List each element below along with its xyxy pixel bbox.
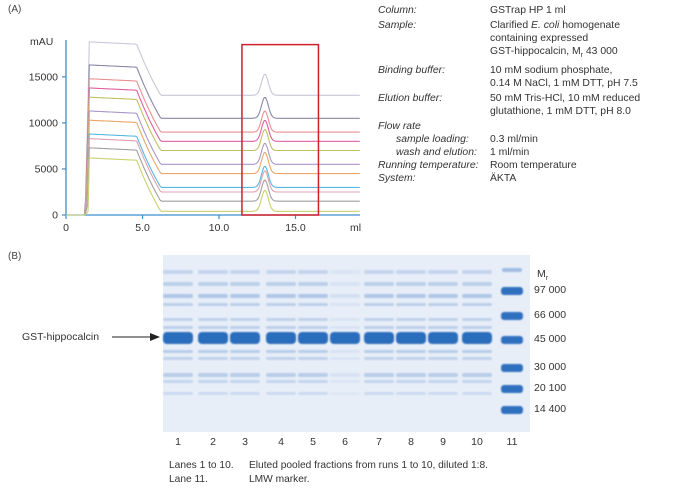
chromatogram-trace-11 bbox=[66, 41, 360, 216]
chromatogram-trace-9 bbox=[66, 78, 360, 216]
gel-lane-10 bbox=[462, 270, 492, 395]
caption-lanes-text: Eluted pooled fractions from runs 1 to 1… bbox=[249, 460, 488, 471]
gel-lane-5 bbox=[298, 270, 328, 395]
chromatogram-chart: 0 5000 10000 15000 0 5.0 10.0 15.0 mAU ml bbox=[29, 36, 361, 234]
x-tick-label: 10.0 bbox=[209, 222, 230, 234]
gel-lane-2 bbox=[198, 270, 228, 395]
figure-caption: Lanes 1 to 10. Eluted pooled fractions f… bbox=[169, 459, 488, 487]
caption-lane11-text: LMW marker. bbox=[249, 474, 310, 485]
gel-lane-6 bbox=[330, 270, 360, 395]
mw-marker-label: 14 400 bbox=[534, 403, 567, 415]
gst-hippocalcin-band bbox=[428, 332, 458, 344]
x-tick-label: 15.0 bbox=[285, 222, 306, 234]
lane-number: 10 bbox=[471, 436, 483, 448]
lane-number: 2 bbox=[210, 436, 216, 448]
mw-marker-label: 66 000 bbox=[534, 309, 567, 321]
lane-number: 6 bbox=[342, 436, 348, 448]
gel-lane-7 bbox=[364, 270, 394, 395]
lane-number: 5 bbox=[310, 436, 316, 448]
condition-sample: Sample: Clarified E. coli homogenate con… bbox=[378, 20, 620, 60]
gst-hippocalcin-band bbox=[396, 332, 426, 344]
run-conditions: Column: GSTrap HP 1 ml Sample: Clarified… bbox=[378, 4, 678, 185]
condition-flow-rate: Flow rate bbox=[378, 121, 421, 133]
gst-hippocalcin-band bbox=[266, 332, 296, 344]
y-axis-label: mAU bbox=[30, 36, 53, 48]
gst-hippocalcin-band bbox=[298, 332, 328, 344]
lane-number: 9 bbox=[440, 436, 446, 448]
chromatogram-trace-1 bbox=[66, 157, 360, 216]
chromatogram-trace-10 bbox=[66, 64, 360, 216]
lane-number: 4 bbox=[278, 436, 284, 448]
marker-band bbox=[501, 406, 523, 414]
gel-lane-9 bbox=[428, 270, 458, 395]
caption-lane11-label: Lane 11. bbox=[169, 474, 208, 485]
mw-marker-label: 45 000 bbox=[534, 333, 567, 345]
elution-highlight-box bbox=[241, 43, 320, 216]
gel-lane-1 bbox=[163, 270, 193, 395]
marker-band bbox=[501, 287, 523, 295]
chromatogram-trace-4 bbox=[66, 133, 360, 216]
lane-number: 11 bbox=[506, 436, 518, 448]
x-tick-label: 5.0 bbox=[135, 222, 150, 234]
condition-wash-elution: wash and elution: 1 ml/min bbox=[396, 147, 530, 159]
y-tick-label: 0 bbox=[52, 210, 58, 222]
chromatogram-trace-2 bbox=[66, 147, 360, 216]
gst-hippocalcin-band bbox=[230, 332, 260, 344]
mw-marker-label: 20 100 bbox=[534, 382, 567, 394]
gst-hippocalcin-band bbox=[330, 332, 360, 344]
chromatogram-trace-6 bbox=[66, 110, 360, 216]
caption-lanes-label: Lanes 1 to 10. bbox=[169, 460, 234, 471]
lane-number: 8 bbox=[408, 436, 414, 448]
condition-running-temperature: Running temperature: Room temperature bbox=[378, 160, 577, 172]
chromatogram-trace-8 bbox=[66, 87, 360, 216]
y-tick-label: 15000 bbox=[29, 71, 58, 83]
marker-band bbox=[501, 364, 523, 372]
gst-hippocalcin-band bbox=[462, 332, 492, 344]
lane-number: 7 bbox=[376, 436, 382, 448]
panel-a-label: (A) bbox=[8, 4, 22, 15]
mw-marker-label: 30 000 bbox=[534, 361, 567, 373]
mw-marker-label: 97 000 bbox=[534, 284, 567, 296]
lane-number: 1 bbox=[175, 436, 181, 448]
gel-lane-3 bbox=[230, 270, 260, 395]
gst-arrow-head bbox=[150, 333, 160, 341]
chromatogram-trace-7 bbox=[66, 96, 360, 216]
marker-band bbox=[501, 336, 523, 344]
condition-elution-buffer: Elution buffer: 50 mM Tris-HCl, 10 mM re… bbox=[378, 93, 641, 118]
condition-sample-loading: sample loading: 0.3 ml/min bbox=[396, 134, 538, 146]
x-tick-label: 0 bbox=[63, 222, 69, 234]
lane-number: 3 bbox=[242, 436, 248, 448]
y-tick-label: 10000 bbox=[29, 117, 58, 129]
gel-lane-11-marker bbox=[501, 268, 523, 414]
gel-lane-8 bbox=[396, 270, 426, 395]
chromatogram-trace-5 bbox=[66, 119, 360, 216]
gst-hippocalcin-band bbox=[163, 332, 193, 344]
chromatogram-trace-3 bbox=[66, 138, 360, 216]
condition-binding-buffer: Binding buffer: 10 mM sodium phosphate, … bbox=[378, 65, 638, 90]
mr-header: Mr bbox=[537, 268, 549, 283]
marker-band bbox=[501, 385, 523, 393]
gst-hippocalcin-band bbox=[364, 332, 394, 344]
gst-hippocalcin-label: GST-hippocalcin bbox=[22, 331, 100, 343]
y-tick-label: 5000 bbox=[35, 163, 59, 175]
x-axis-label: ml bbox=[350, 222, 361, 234]
panel-b-label: (B) bbox=[8, 251, 22, 262]
marker-band bbox=[501, 312, 523, 320]
gst-hippocalcin-band bbox=[198, 332, 228, 344]
condition-system: System: ÄKTA bbox=[378, 173, 517, 185]
gel-lane-4 bbox=[266, 270, 296, 395]
condition-column: Column: GSTrap HP 1 ml bbox=[378, 5, 566, 16]
